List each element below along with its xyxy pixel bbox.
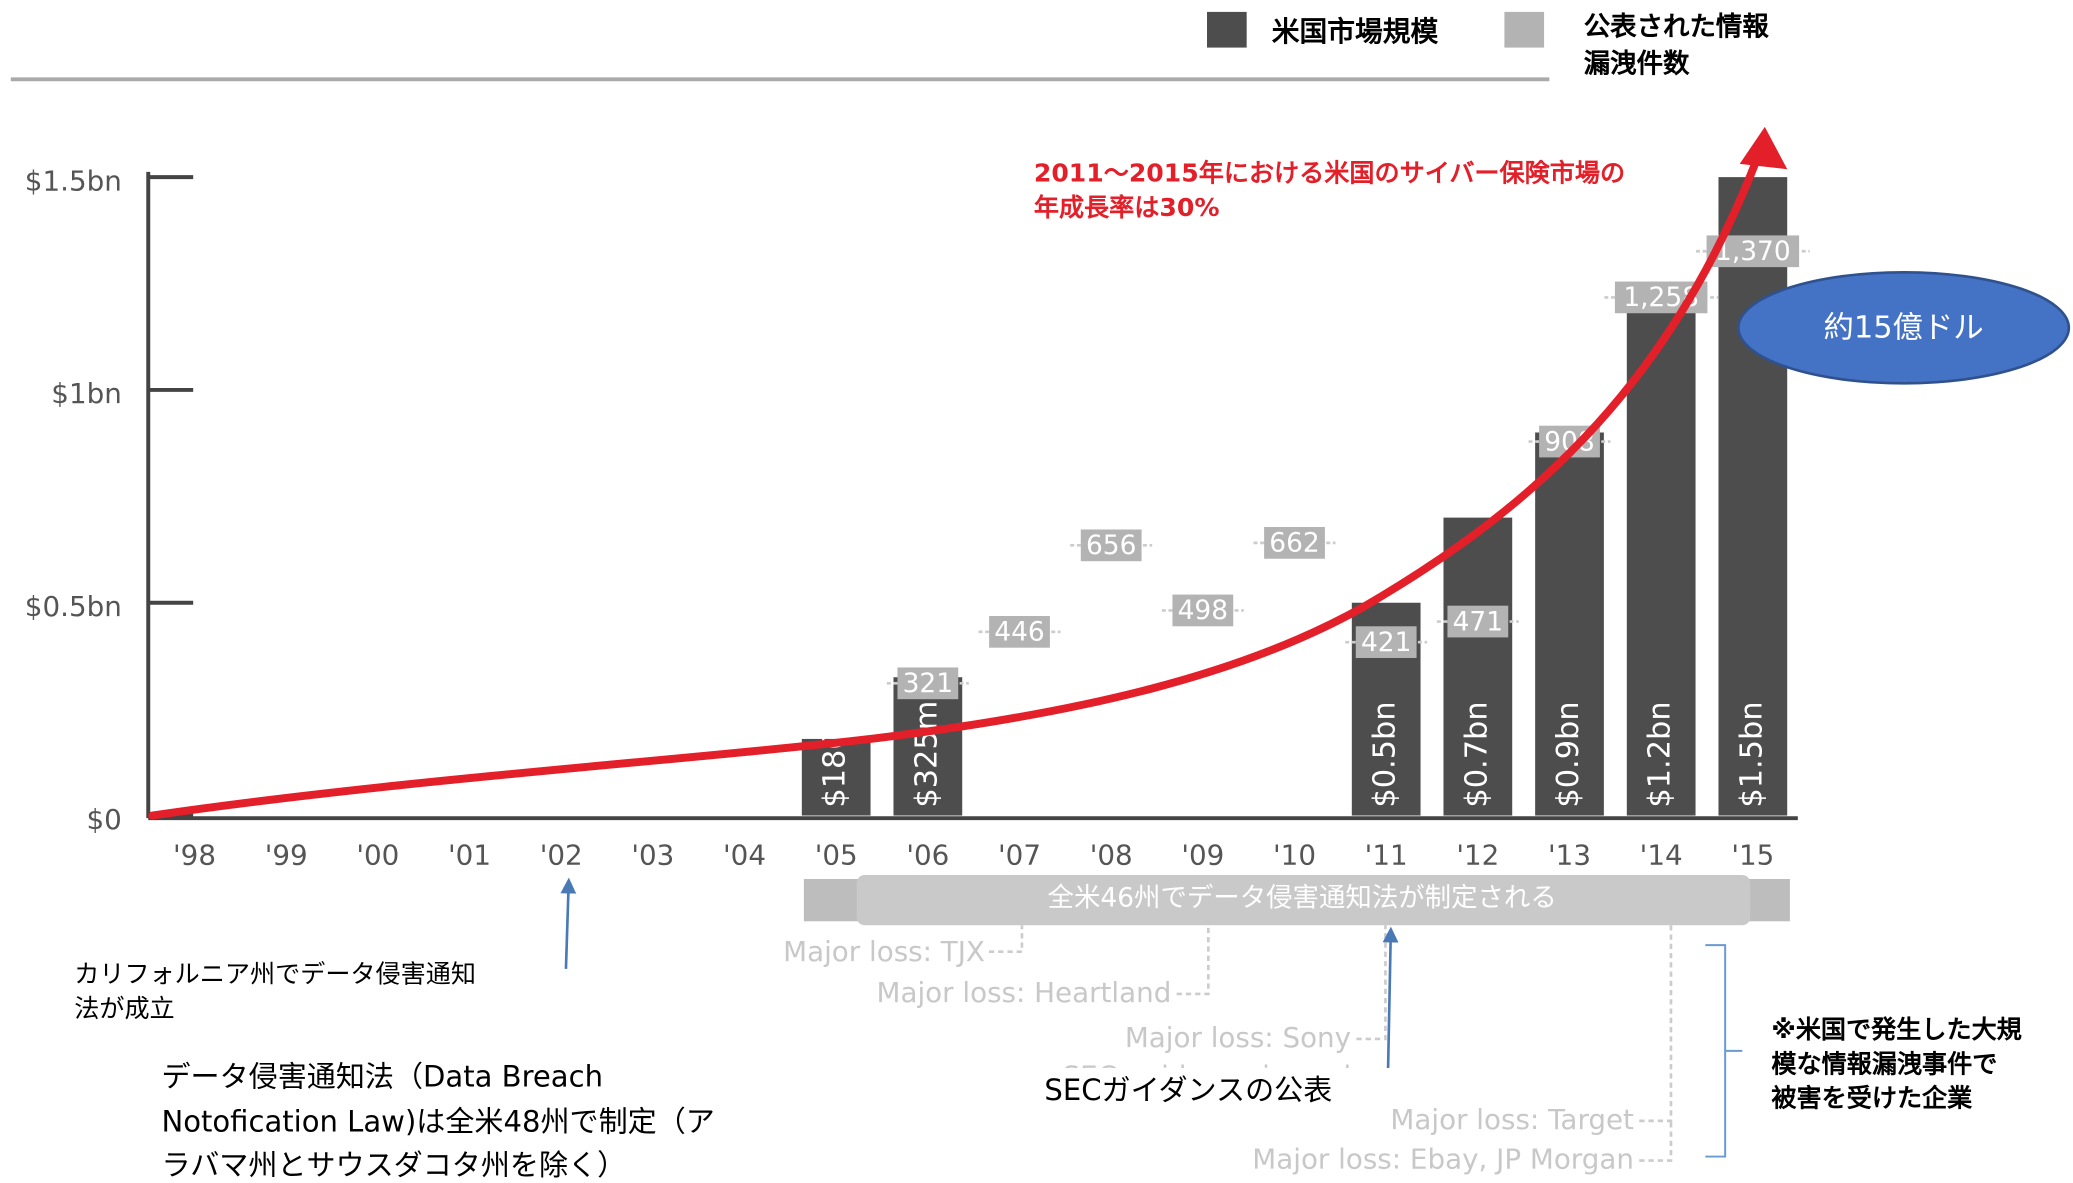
note: ラバマ州とサウスダコタ州を除く） [161, 1148, 626, 1182]
breach-label: 656 [1086, 530, 1136, 561]
growth-arrowhead [1739, 126, 1788, 170]
breach-box [1355, 626, 1417, 659]
bar-label: $325m [909, 701, 944, 808]
breach-label: 1,370 [1715, 236, 1791, 267]
growth-note: 年成長率は30% [1034, 193, 1220, 222]
breach-box [1172, 594, 1234, 627]
note: ※米国で発生した大規 [1771, 1015, 2021, 1044]
bar-label: $0.5bn [1368, 701, 1403, 807]
x-tick-label: '01 [448, 839, 491, 872]
bar [1718, 177, 1788, 816]
breach-label: 498 [1178, 595, 1228, 626]
note: 被害を受けた企業 [1771, 1084, 1973, 1113]
x-tick-label: '10 [1273, 839, 1316, 872]
breach-label: 471 [1453, 606, 1503, 637]
bar-label: $0.7bn [1459, 701, 1494, 807]
x-tick-label: '12 [1456, 839, 1499, 872]
event-label: Major loss: Heartland [877, 976, 1172, 1009]
event-label: Major loss: Sony [1125, 1021, 1351, 1054]
x-tick-label: '02 [540, 839, 583, 872]
note: SECガイダンスの公表 [1044, 1073, 1332, 1107]
note: 法が成立 [74, 994, 174, 1023]
event-label: Major loss: Ebay, JP Morgan [1252, 1143, 1634, 1176]
x-tick-label: '04 [723, 839, 766, 872]
band-inner [856, 875, 1751, 926]
y-tick-label: $0 [87, 803, 122, 836]
bar [893, 677, 963, 816]
y-tick-label: $1bn [51, 377, 122, 410]
bar-label: $0.9bn [1551, 701, 1586, 807]
note: データ侵害通知法（Data Breach [161, 1060, 603, 1094]
x-tick-label: '15 [1731, 839, 1774, 872]
legend-label: 公表された情報漏洩件数 [1583, 10, 1769, 80]
y-tick-label: $0.5bn [25, 590, 122, 623]
growth-note: 2011～2015年における米国のサイバー保険市場の [1034, 158, 1625, 187]
growth-curve [148, 152, 1763, 820]
x-tick-label: '99 [265, 839, 308, 872]
arrow [1382, 926, 1399, 1069]
event-connectors [988, 925, 1673, 1162]
bracket [1705, 944, 1743, 1158]
x-tick-label: '08 [1090, 839, 1133, 872]
breach-label: 446 [994, 617, 1044, 648]
legend-swatch [1207, 11, 1247, 48]
x-tick-label: '13 [1548, 839, 1591, 872]
breach-box [897, 667, 959, 700]
legend-label-box: 公表された情報漏洩件数 [1583, 10, 1769, 80]
x-tick-label: '11 [1365, 839, 1408, 872]
breach-box [1080, 529, 1142, 562]
peak-bubble [1737, 270, 2071, 385]
x-tick-label: '07 [998, 839, 1041, 872]
note: 模な情報漏洩事件で [1771, 1049, 1997, 1078]
x-tick-label: '98 [173, 839, 216, 872]
breach-box [1264, 527, 1325, 559]
x-tick-label: '00 [356, 839, 399, 872]
x-tick-label: '05 [815, 839, 858, 872]
note: Notofication Law)は全米48州で制定（ア [161, 1105, 714, 1139]
note-bg [1044, 1068, 1389, 1113]
event-label: Major loss: TJX [783, 935, 985, 968]
bar [1535, 432, 1604, 816]
x-tick-label: '03 [631, 839, 674, 872]
x-tick-label: '09 [1181, 839, 1224, 872]
bar-label: $180m [818, 701, 853, 808]
x-tick-label: '06 [906, 839, 949, 872]
breach-label: 662 [1269, 528, 1319, 559]
bar [1626, 304, 1696, 816]
bar [801, 738, 871, 816]
y-tick-label: $1.5bn [25, 164, 122, 197]
peak-label: 約15億ドル [1823, 311, 1983, 346]
legend-label: 米国市場規模 [1272, 15, 1439, 48]
event-label: Major loss: Target [1390, 1103, 1634, 1136]
arrow [560, 877, 577, 969]
legend-swatch [1504, 11, 1545, 48]
breach-box [1447, 605, 1509, 638]
x-tick-label: '14 [1640, 839, 1683, 872]
note: カリフォルニア州でデータ侵害通知 [74, 959, 476, 988]
bar-label: $1.5bn [1734, 701, 1769, 807]
band-label: 全米46州でデータ侵害通知法が制定される [1048, 882, 1557, 913]
breach-box [989, 615, 1050, 648]
bar [1443, 517, 1513, 816]
breach-label: 421 [1361, 627, 1411, 658]
breach-label: 321 [903, 668, 953, 699]
bar-label: $1.2bn [1643, 701, 1678, 807]
